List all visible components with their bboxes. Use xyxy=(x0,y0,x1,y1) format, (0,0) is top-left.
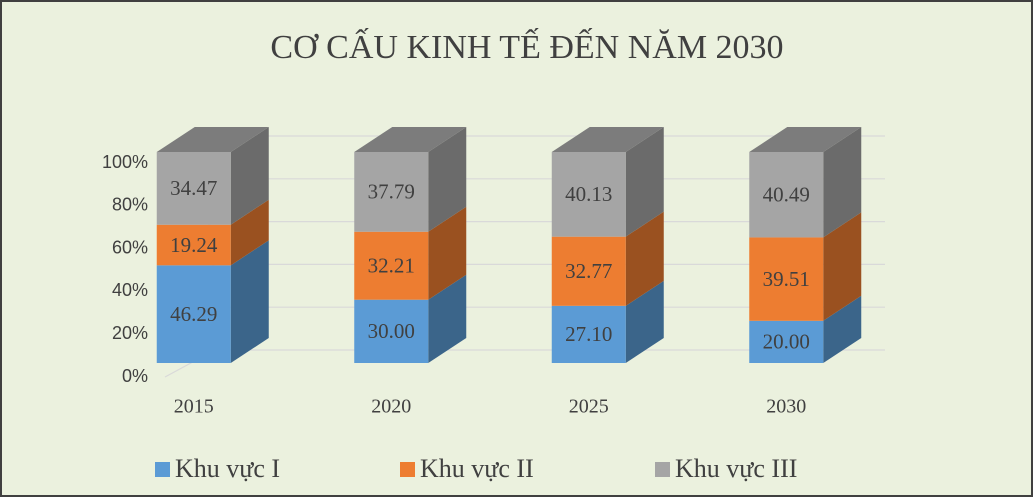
bar xyxy=(749,152,824,238)
bar-side xyxy=(823,127,862,238)
data-label: 32.21 xyxy=(368,254,415,278)
x-tick-label: 2020 xyxy=(371,396,411,418)
legend-label: Khu vực II xyxy=(420,454,534,483)
legend-swatch xyxy=(655,462,670,477)
chart-title: CƠ CẤU KINH TẾ ĐẾN NĂM 2030 xyxy=(270,28,783,66)
x-tick-label: 2015 xyxy=(174,396,214,418)
bar-top xyxy=(354,127,467,152)
bar-top xyxy=(749,127,862,152)
y-tick-label: 60% xyxy=(112,237,148,257)
x-tick-label: 2030 xyxy=(766,396,806,418)
bar-side xyxy=(625,127,664,237)
bar-side xyxy=(823,212,862,321)
bar-top xyxy=(551,127,664,152)
bar xyxy=(156,224,231,266)
x-tick-label: 2025 xyxy=(569,396,609,418)
bar-side xyxy=(428,127,467,232)
data-label: 32.77 xyxy=(565,259,612,283)
bar xyxy=(749,237,824,321)
data-label: 40.49 xyxy=(763,183,810,207)
bar xyxy=(749,320,824,363)
data-label: 39.51 xyxy=(763,267,810,291)
y-tick-label: 100% xyxy=(102,152,148,172)
bar xyxy=(551,152,626,237)
bar-side xyxy=(428,274,467,363)
bar-top xyxy=(156,127,269,152)
data-label: 30.00 xyxy=(368,319,415,343)
y-tick-label: 80% xyxy=(112,195,148,215)
bar xyxy=(551,305,626,363)
y-tick-label: 20% xyxy=(112,323,148,343)
bar xyxy=(156,265,231,363)
data-label: 34.47 xyxy=(170,176,217,200)
legend-swatch xyxy=(400,462,415,477)
bar xyxy=(354,299,429,363)
legend-label: Khu vực I xyxy=(175,454,280,483)
bar-side xyxy=(230,199,269,266)
data-label: 20.00 xyxy=(763,330,810,354)
data-label: 46.29 xyxy=(170,302,217,326)
bar-side xyxy=(625,280,664,363)
data-label: 27.10 xyxy=(565,322,612,346)
bar-side xyxy=(428,206,467,300)
bar-side xyxy=(823,295,862,363)
legend-swatch xyxy=(155,462,170,477)
bar xyxy=(354,152,429,232)
y-tick-label: 0% xyxy=(122,366,148,386)
bar xyxy=(354,231,429,300)
data-label: 40.13 xyxy=(565,182,612,206)
data-label: 37.79 xyxy=(368,180,415,204)
y-tick-label: 40% xyxy=(112,280,148,300)
bar-side xyxy=(625,211,664,306)
bar-side xyxy=(230,240,269,363)
bar-side xyxy=(230,127,269,225)
data-label: 19.24 xyxy=(170,233,218,257)
legend-label: Khu vực III xyxy=(675,454,797,483)
bar xyxy=(551,236,626,306)
bar xyxy=(156,152,231,225)
